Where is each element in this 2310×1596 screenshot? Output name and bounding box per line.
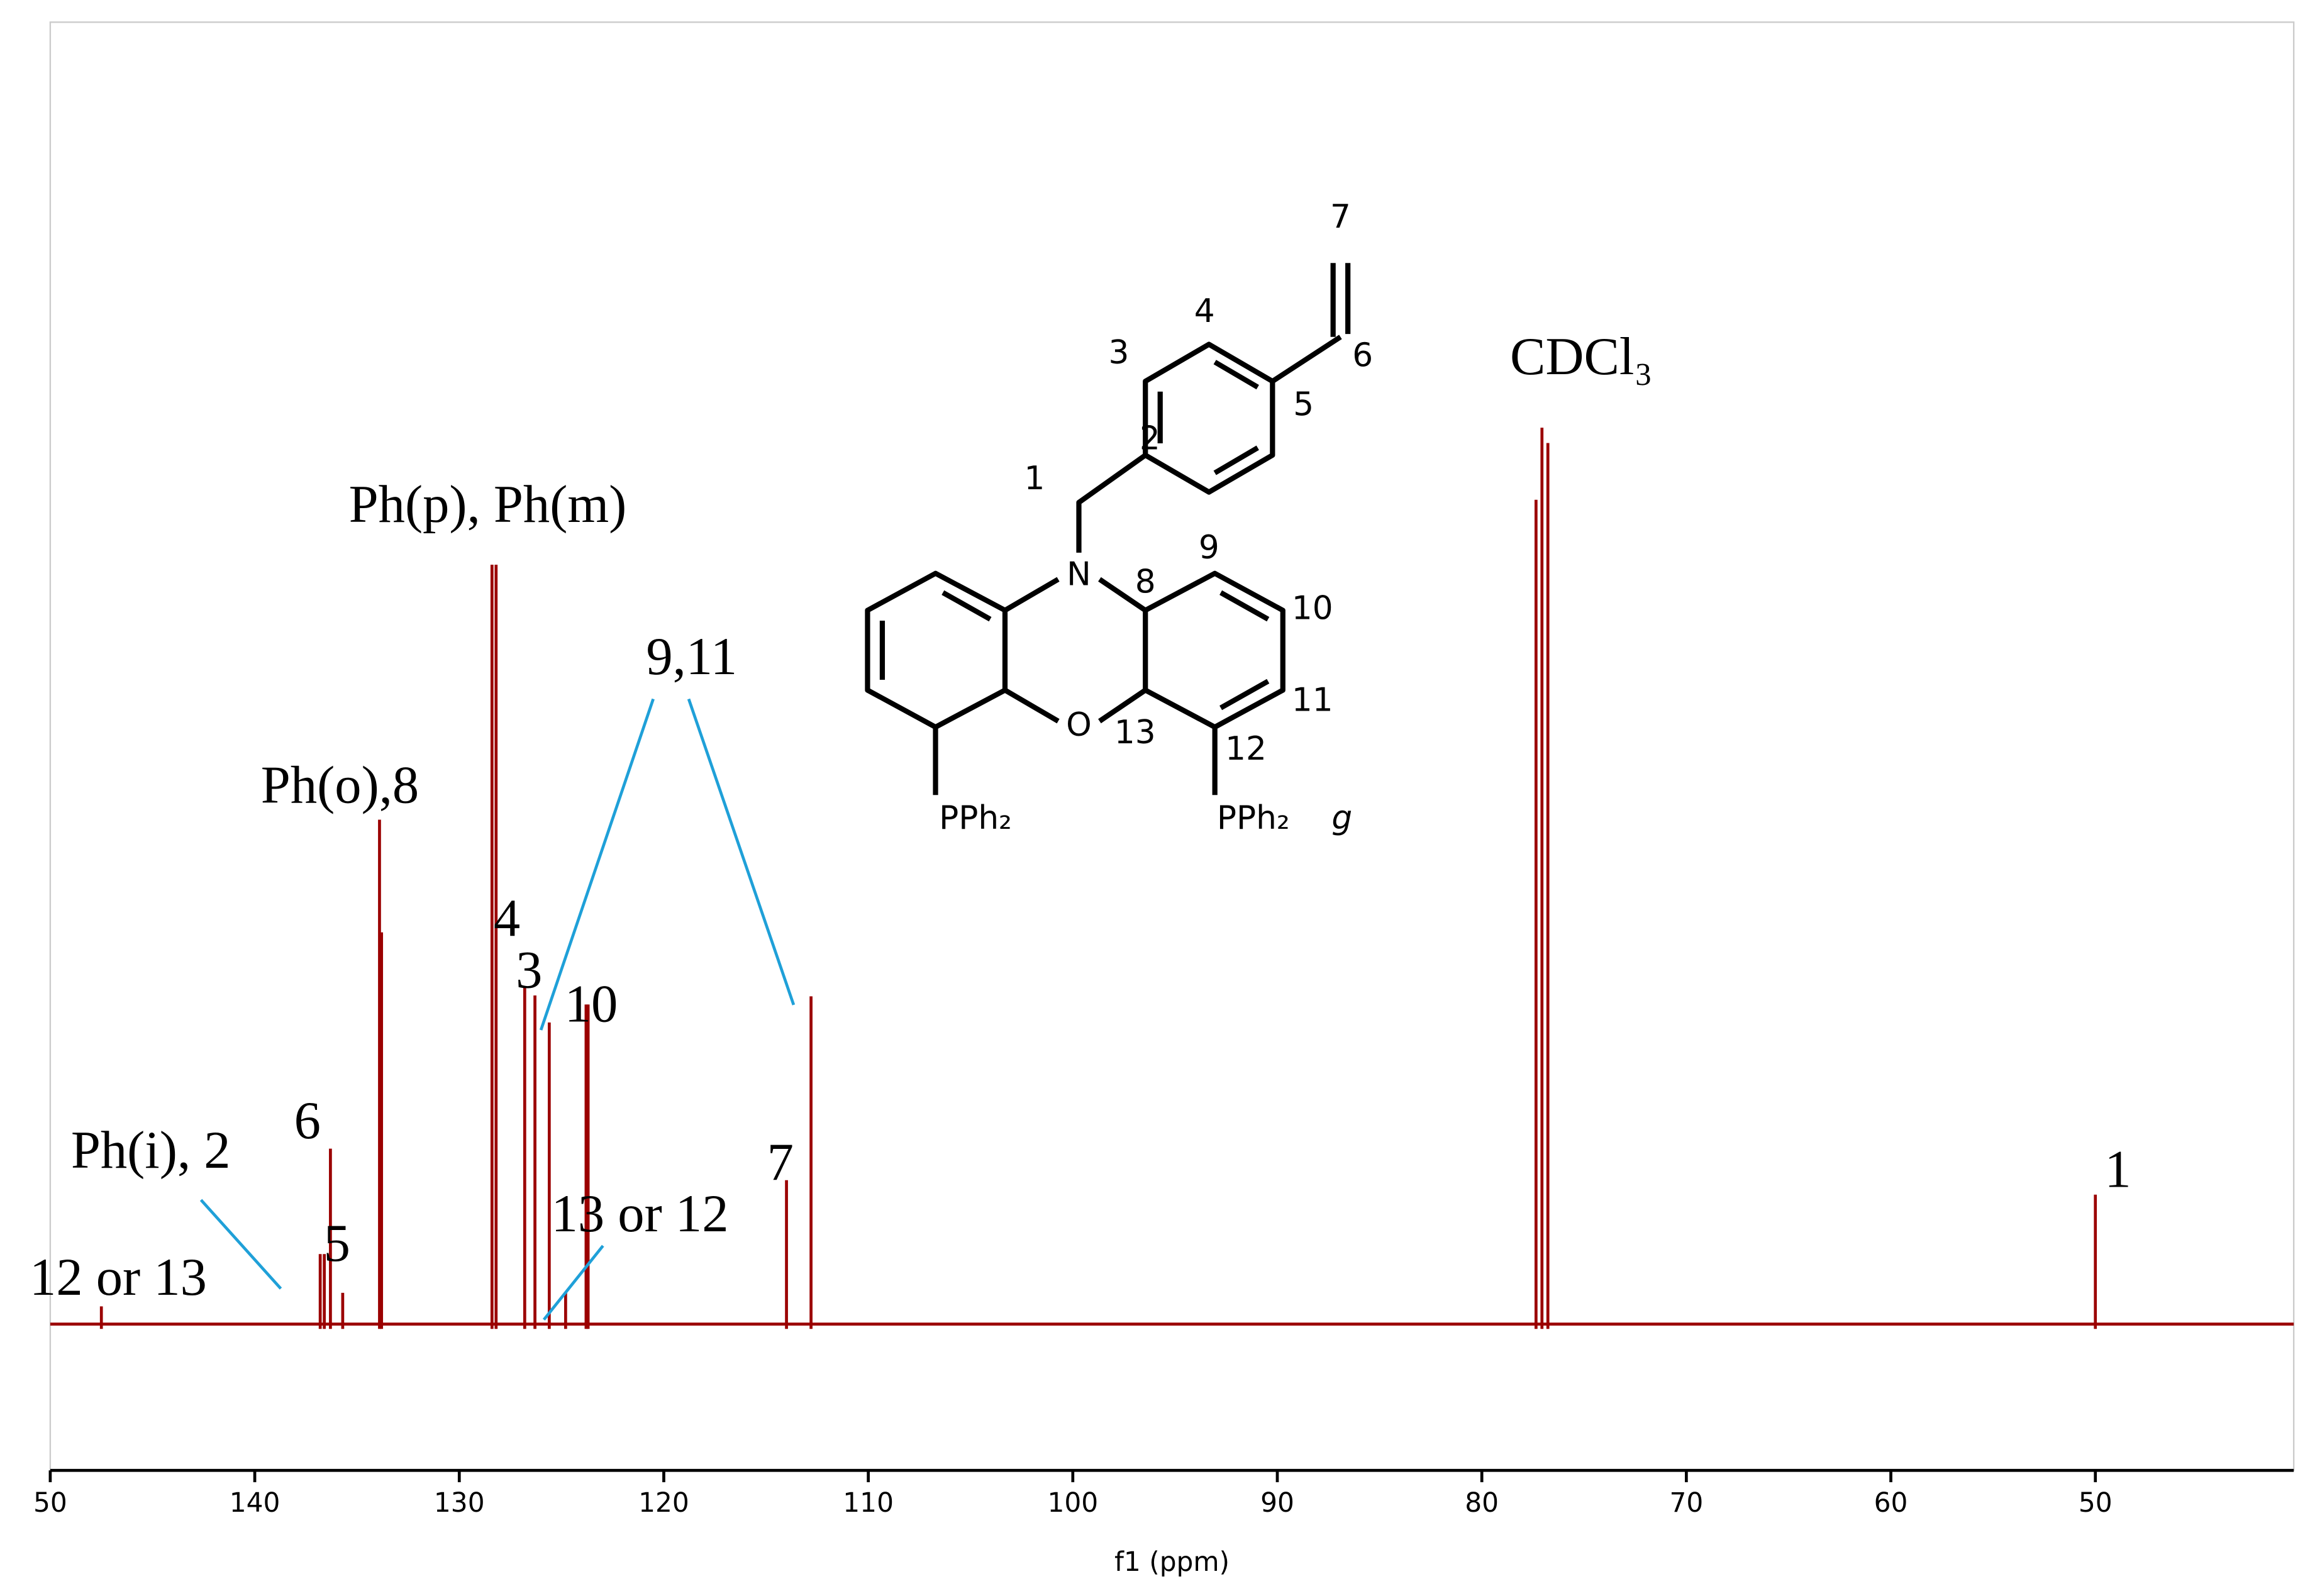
atom-label: 6 xyxy=(1352,337,1373,375)
x-tick-label: 80 xyxy=(1465,1487,1499,1518)
peak-annotation: 4 xyxy=(494,889,520,948)
atom-label: 3 xyxy=(1108,334,1129,372)
atom-label: 10 xyxy=(1292,590,1333,628)
atom-label: 1 xyxy=(1025,460,1045,497)
atom-label: 4 xyxy=(1194,292,1215,330)
x-tick-label: 70 xyxy=(1669,1487,1703,1518)
peak-annotation: CDCl₃ xyxy=(1510,328,1653,386)
peak-annotation: 9,11 xyxy=(646,628,737,686)
structure xyxy=(865,263,1351,795)
structure-note: g xyxy=(1331,799,1352,837)
atom-label: N xyxy=(1067,556,1091,594)
x-tick-label: 140 xyxy=(230,1487,280,1518)
x-tick-label: 100 xyxy=(1047,1487,1098,1518)
x-tick-label: 110 xyxy=(843,1487,894,1518)
atom-label: 7 xyxy=(1330,198,1351,236)
atom-label: 11 xyxy=(1292,681,1333,719)
x-tick-label: 130 xyxy=(434,1487,485,1518)
peak-annotation: 7 xyxy=(767,1133,794,1192)
leader-line xyxy=(199,1199,282,1290)
atom-label: 13 xyxy=(1114,714,1156,751)
atom-label: 5 xyxy=(1293,385,1314,423)
peak-annotation: 5 xyxy=(324,1214,350,1273)
leader-line xyxy=(687,698,796,1006)
x-tick-label: 120 xyxy=(638,1487,689,1518)
peak-annotation: Ph(i), 2 xyxy=(71,1121,231,1180)
peak-annotation: Ph(p), Ph(m) xyxy=(349,475,627,534)
leader-line xyxy=(542,1244,604,1321)
atom-label: PPh₂ xyxy=(939,799,1012,837)
atom-label: 8 xyxy=(1135,563,1156,601)
x-axis-title: f1 (ppm) xyxy=(1114,1546,1230,1577)
peak-annotation: 3 xyxy=(516,941,542,999)
atom-label: 9 xyxy=(1199,529,1219,567)
peak-annotation: 10 xyxy=(565,975,618,1033)
plot-frame xyxy=(49,21,2295,1471)
peak-annotation: 12 or 13 xyxy=(30,1248,207,1307)
atom-label: 2 xyxy=(1140,419,1160,457)
atom-label: O xyxy=(1066,706,1092,744)
atom-label: PPh₂ xyxy=(1217,799,1290,837)
peak-annotation: 1 xyxy=(2104,1141,2131,1199)
peak-annotation: Ph(o),8 xyxy=(261,756,419,815)
leader-line xyxy=(539,698,655,1031)
x-tick-label: 50 xyxy=(2079,1487,2113,1518)
x-tick-label: 90 xyxy=(1260,1487,1294,1518)
peak-annotation: 13 or 12 xyxy=(552,1185,729,1243)
x-tick-label: 60 xyxy=(1874,1487,1908,1518)
peak-annotation: 6 xyxy=(294,1092,321,1150)
x-tick-label: 50 xyxy=(33,1487,67,1518)
atom-label: 12 xyxy=(1225,730,1267,768)
